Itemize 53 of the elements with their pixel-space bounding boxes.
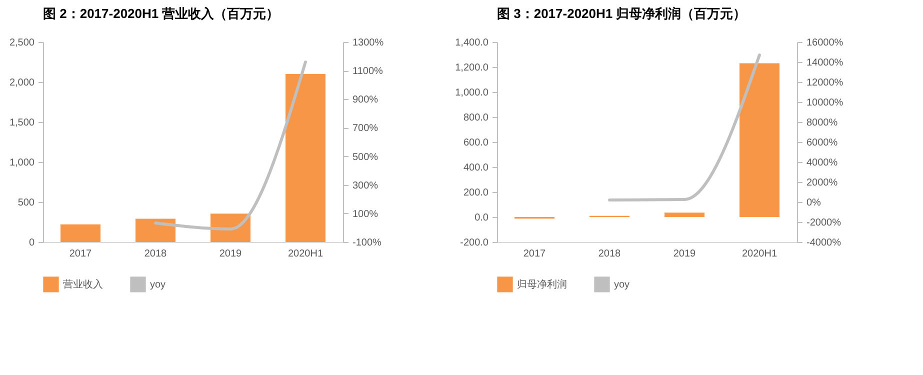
bar bbox=[740, 63, 780, 217]
x-tick-label: 2020H1 bbox=[288, 248, 324, 260]
y-tick-label: 2,000 bbox=[9, 78, 35, 88]
x-tick-label: 2017 bbox=[523, 248, 546, 260]
y2-tick-label: 1100% bbox=[352, 66, 384, 78]
y2-tick-label: -4000% bbox=[806, 238, 842, 248]
y2-tick-label: 14000% bbox=[806, 58, 844, 68]
chart-title: 图 3：2017-2020H1 归母净利润（百万元） bbox=[497, 6, 746, 21]
y-tick-label: 1,500 bbox=[9, 118, 35, 128]
y2-tick-label: -2000% bbox=[806, 218, 842, 228]
y2-tick-label: 300% bbox=[352, 180, 378, 192]
y-tick-label: 500 bbox=[18, 198, 35, 208]
bar bbox=[60, 224, 100, 242]
bar bbox=[664, 212, 704, 217]
x-tick-label: 2018 bbox=[144, 248, 168, 260]
y-tick-label: 1,000 bbox=[9, 158, 35, 168]
legend-label: 归母净利润 bbox=[517, 278, 567, 290]
y-tick-label: -200.0 bbox=[460, 238, 489, 248]
y2-tick-label: 500% bbox=[352, 152, 378, 163]
y-tick-label: 1,200.0 bbox=[455, 62, 489, 74]
y2-tick-label: 900% bbox=[352, 94, 378, 106]
y-tick-label: 1,000.0 bbox=[455, 88, 489, 98]
y2-tick-label: 10000% bbox=[806, 98, 844, 108]
chart-title: 图 2：2017-2020H1 营业收入（百万元） bbox=[43, 6, 280, 21]
bar bbox=[286, 74, 326, 242]
x-tick-label: 2020H1 bbox=[742, 248, 778, 260]
y2-tick-label: 0% bbox=[806, 198, 822, 208]
x-tick-label: 2017 bbox=[69, 248, 92, 260]
x-tick-label: 2018 bbox=[598, 248, 622, 260]
legend-label: 营业收入 bbox=[63, 278, 103, 290]
y2-tick-label: 100% bbox=[352, 208, 378, 220]
y-tick-label: 200.0 bbox=[463, 188, 489, 198]
y2-tick-label: 4000% bbox=[806, 158, 838, 168]
y2-tick-label: 6000% bbox=[806, 138, 838, 148]
legend-label: yoy bbox=[150, 279, 166, 290]
x-tick-label: 2019 bbox=[219, 248, 242, 260]
y-tick-label: 0.0 bbox=[474, 212, 489, 224]
y-tick-label: 1,400.0 bbox=[455, 38, 489, 48]
y2-tick-label: 700% bbox=[352, 123, 378, 134]
y2-tick-label: 16000% bbox=[806, 38, 844, 48]
y-tick-label: 0 bbox=[28, 238, 35, 248]
y-tick-label: 600.0 bbox=[463, 138, 489, 148]
y-tick-label: 400.0 bbox=[463, 162, 489, 174]
y-tick-label: 800.0 bbox=[463, 112, 489, 124]
x-tick-label: 2019 bbox=[673, 248, 696, 260]
legend-label: yoy bbox=[614, 279, 630, 290]
y2-tick-label: 1300% bbox=[352, 38, 384, 48]
y2-tick-label: 12000% bbox=[806, 78, 844, 88]
y-tick-label: 2,500 bbox=[9, 38, 35, 48]
y2-tick-label: -100% bbox=[352, 238, 382, 248]
y2-tick-label: 2000% bbox=[806, 178, 838, 188]
y2-tick-label: 8000% bbox=[806, 118, 838, 128]
bar bbox=[136, 218, 176, 242]
